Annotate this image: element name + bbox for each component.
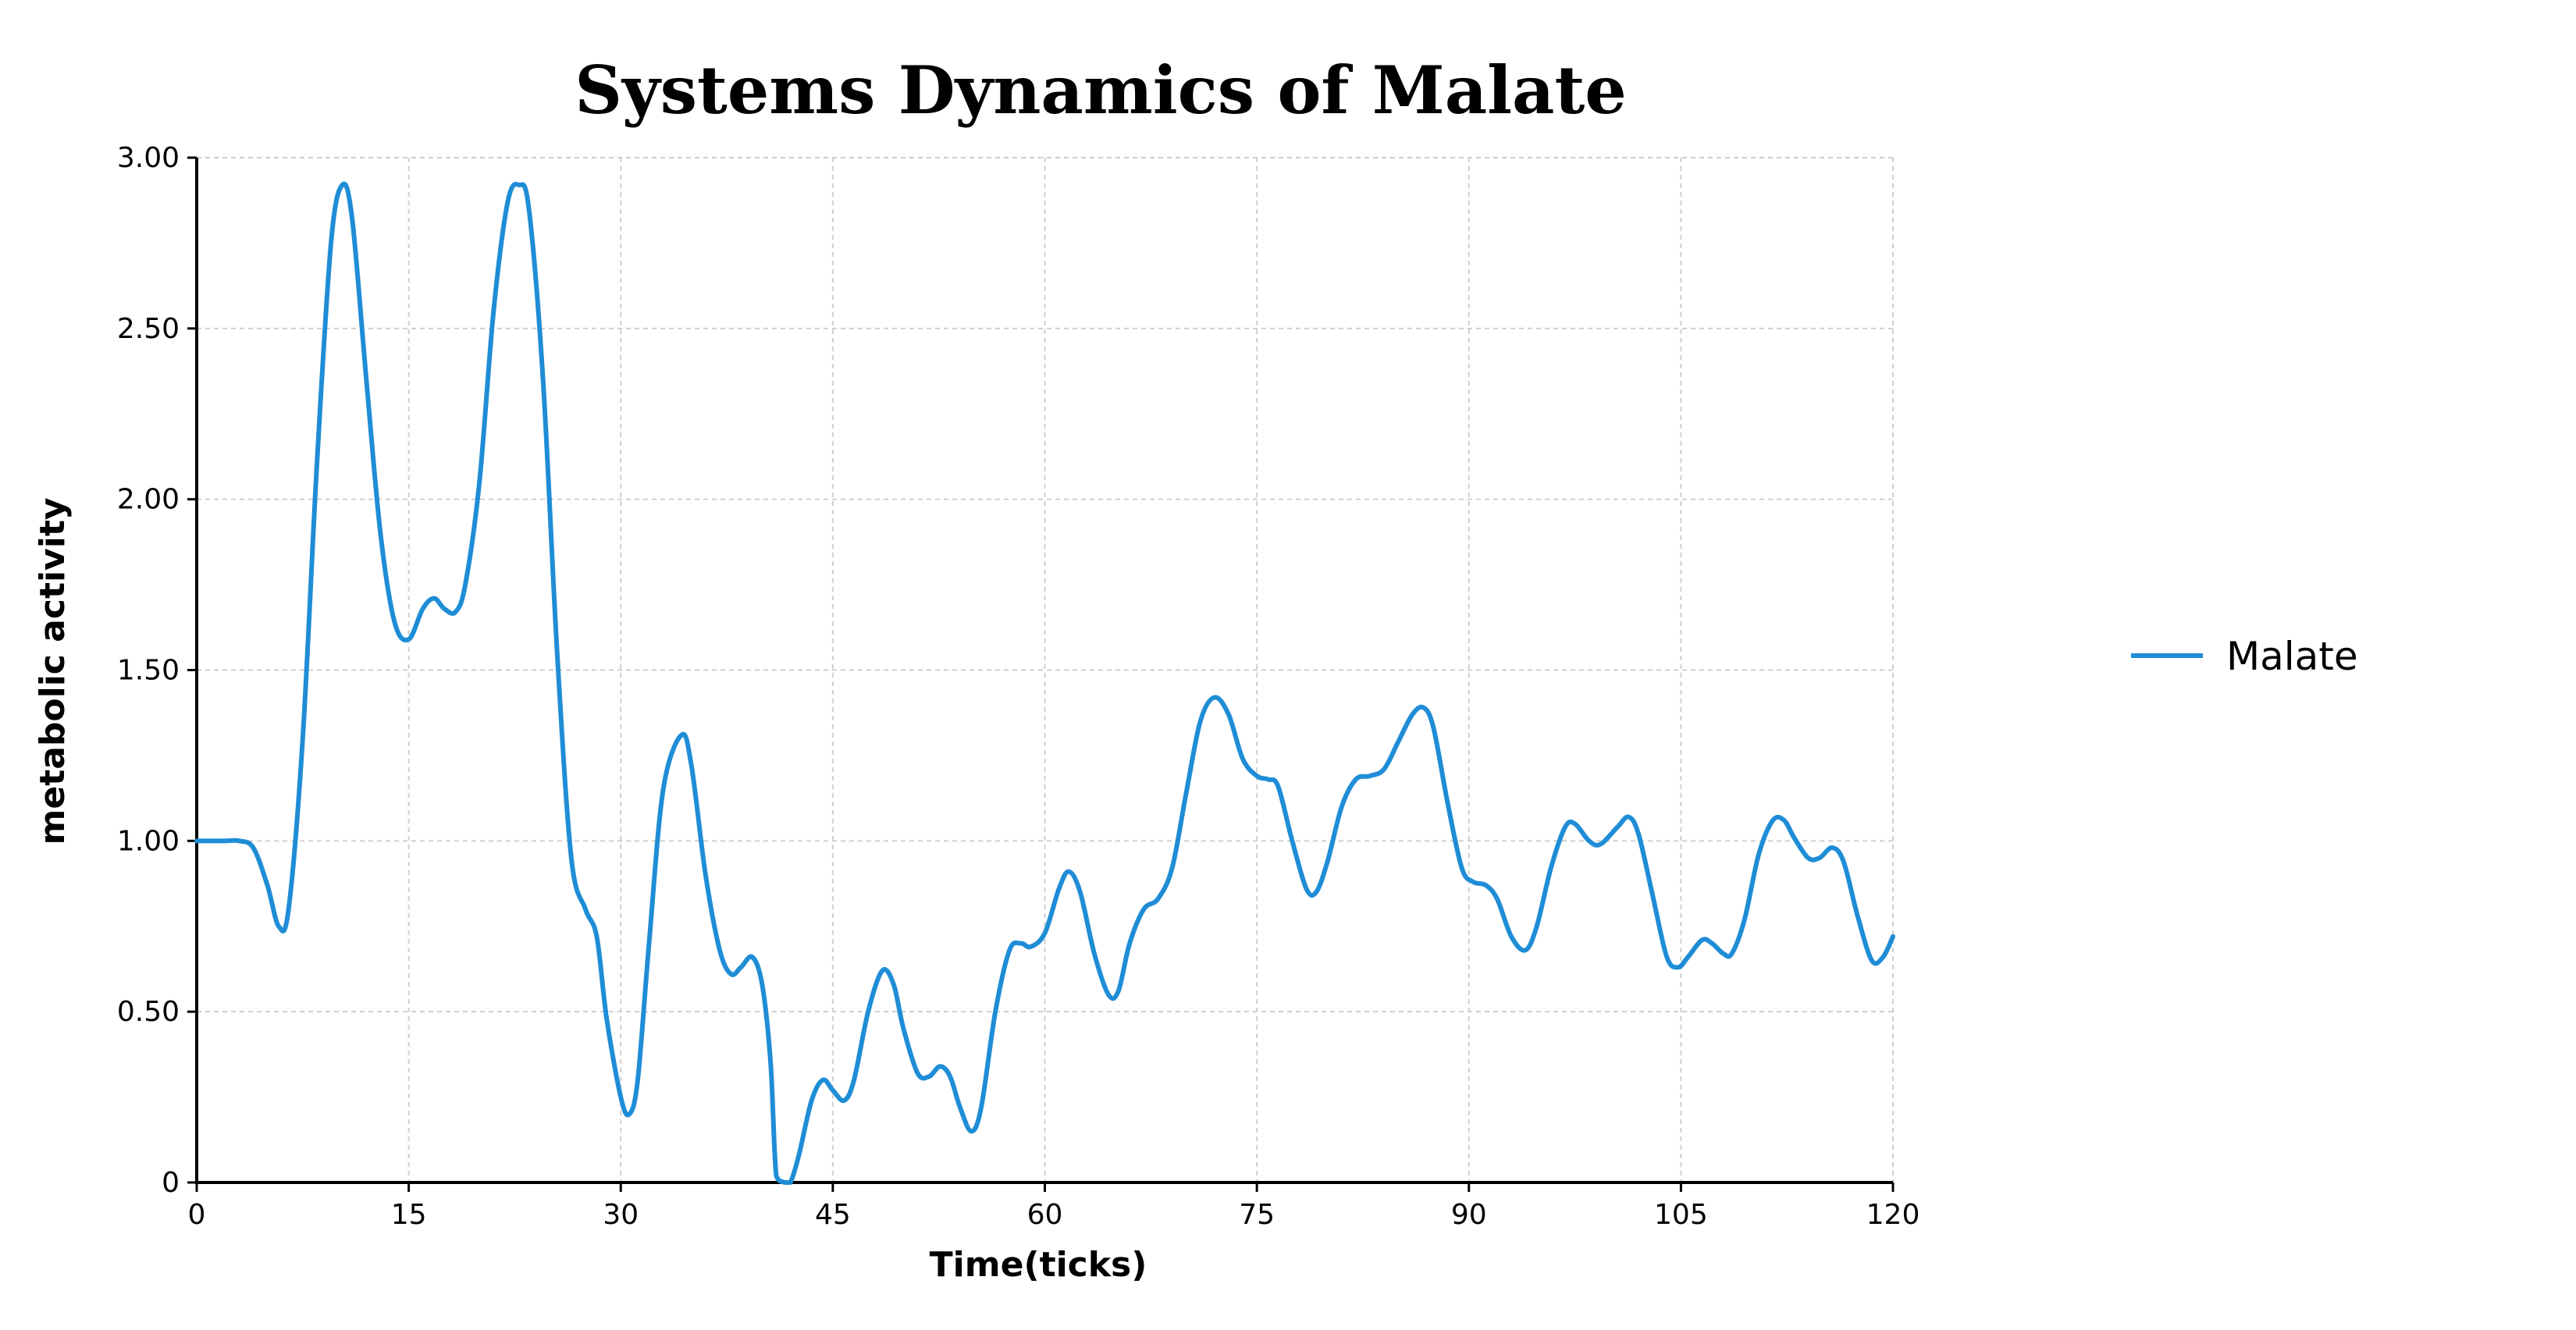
- y-tick-label: 1.00: [117, 825, 180, 857]
- x-tick-label: 15: [391, 1199, 427, 1231]
- y-tick-label: 1.50: [117, 655, 180, 687]
- y-tick-label: 0.50: [117, 996, 180, 1028]
- chart-title: Systems Dynamics of Malate: [575, 52, 1626, 129]
- x-tick-label: 60: [1027, 1199, 1063, 1231]
- x-tick-label: 90: [1451, 1199, 1487, 1231]
- y-tick-label: 0: [162, 1167, 180, 1199]
- x-tick-label: 0: [188, 1199, 206, 1231]
- series-layer: [194, 181, 1895, 1185]
- series-line-malate: [194, 181, 1895, 1185]
- x-axis-label: Time(ticks): [930, 1245, 1147, 1285]
- legend-label-malate: Malate: [2226, 634, 2358, 679]
- y-axis-label: metabolic activity: [33, 497, 73, 845]
- y-tick-label: 2.50: [117, 313, 180, 345]
- x-tick-label: 75: [1239, 1199, 1275, 1231]
- ticks-layer: 0 15 30 45 60 75 90 105 120 0 0.50 1.00 1.50 2.00 2.50…: [117, 142, 1920, 1231]
- y-tick-label: 2.00: [117, 484, 180, 516]
- legend: Malate: [2131, 634, 2358, 679]
- x-tick-label: 45: [815, 1199, 851, 1231]
- grid-layer: [197, 157, 1894, 1182]
- x-tick-label: 105: [1654, 1199, 1708, 1231]
- y-tick-label: 3.00: [117, 142, 180, 174]
- x-tick-label: 30: [603, 1199, 639, 1231]
- x-tick-label: 120: [1866, 1199, 1920, 1231]
